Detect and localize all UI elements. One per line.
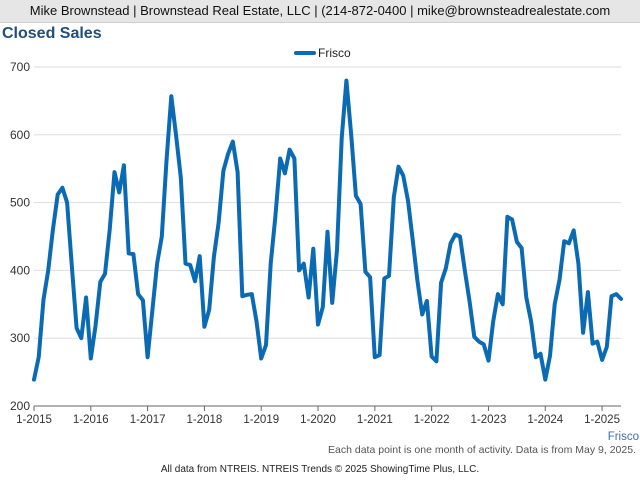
series-line-frisco [32,78,623,382]
x-tick-label: 1-2024 [527,414,563,426]
y-tick-label: 400 [10,263,30,277]
contact-header-bar: Mike Brownstead | Brownstead Real Estate… [0,0,640,23]
y-tick-label: 200 [10,399,30,413]
y-tick-label: 700 [10,60,30,74]
x-tick-label: 1-2018 [187,414,223,426]
x-tick-label: 1-2023 [471,414,507,426]
x-tick-label: 1-2020 [300,414,336,426]
x-tick-label: 1-2015 [16,414,52,426]
x-tick-label: 1-2021 [357,414,393,426]
y-tick-label: 300 [10,331,30,345]
legend-label: Frisco [318,46,351,60]
x-axis-label: Frisco [608,431,639,443]
x-tick-label: 1-2017 [130,414,166,426]
y-tick-label: 600 [10,128,30,142]
data-footnote: Each data point is one month of activity… [328,444,636,456]
x-tick-label: 1-2025 [584,414,620,426]
chart-title: Closed Sales [2,25,102,42]
contact-info-text: Mike Brownstead | Brownstead Real Estate… [29,3,611,18]
x-tick-label: 1-2019 [243,414,279,426]
x-tick-label: 1-2022 [414,414,450,426]
y-tick-label: 500 [10,196,30,210]
x-tick-label: 1-2016 [73,414,109,426]
data-source-credit: All data from NTREIS. NTREIS Trends © 20… [160,464,480,475]
